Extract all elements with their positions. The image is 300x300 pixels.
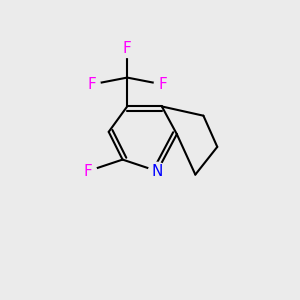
Circle shape — [148, 162, 166, 180]
Text: F: F — [83, 164, 92, 178]
Circle shape — [154, 76, 172, 93]
Text: N: N — [152, 164, 163, 178]
Text: F: F — [123, 41, 132, 56]
Text: F: F — [159, 77, 167, 92]
Circle shape — [118, 40, 136, 58]
Circle shape — [79, 162, 97, 180]
Circle shape — [82, 76, 100, 93]
Text: F: F — [87, 77, 96, 92]
